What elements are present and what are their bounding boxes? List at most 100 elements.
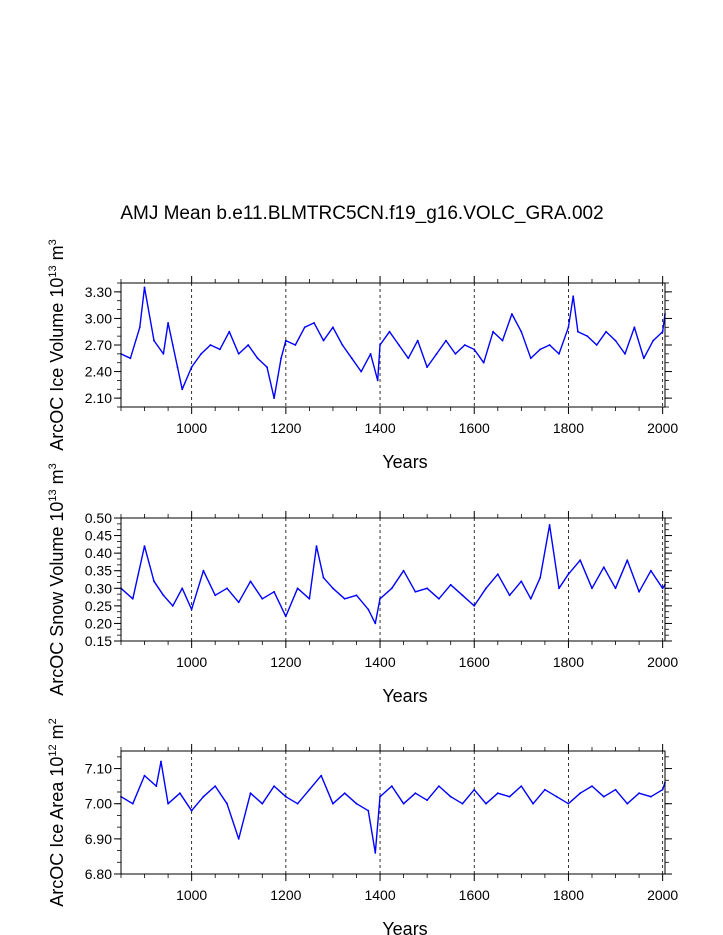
snow-volume-data-point: [308, 597, 311, 600]
ice-volume-series-line: [120, 286, 666, 399]
snow-volume-data-point: [237, 601, 240, 604]
snow-volume-data-point: [261, 597, 264, 600]
snow-volume-ytick-label-0.20: 0.20: [85, 615, 112, 631]
ice-volume-data-point: [614, 339, 617, 342]
ice-area-data-point: [179, 792, 181, 795]
ice-area-data-point: [520, 785, 523, 787]
snow-volume-xtick-label-2000: 2000: [647, 654, 678, 670]
ice-volume-y-axis-label: ArcOC Ice Volume 1013 m3: [47, 239, 67, 450]
snow-volume-series-line: [120, 524, 666, 625]
ice-volume-xtick-label-2000: 2000: [647, 420, 678, 436]
ice-area-data-point: [226, 802, 228, 805]
ice-volume-ytick-label-2.10: 2.10: [85, 390, 112, 406]
ice-volume-data-point: [322, 339, 325, 342]
ice-area-data-point: [284, 795, 287, 798]
ice-area-data-point: [626, 802, 629, 805]
ice-area-ylabel-unit: 10: [47, 757, 67, 777]
ice-area-data-point: [426, 799, 428, 802]
snow-volume-data-point: [379, 597, 381, 600]
snow-volume-ylabel-unit: 10: [47, 502, 67, 522]
ice-area-ylabel-unit-tail: m: [47, 724, 67, 739]
snow-volume-data-point: [473, 605, 476, 607]
snow-volume-data-point: [626, 559, 629, 562]
ice-volume-data-point: [138, 326, 141, 329]
ice-volume-plot-frame: [120, 282, 666, 408]
snow-volume-data-point: [602, 566, 605, 569]
ice-area-xtick-label-1000: 1000: [176, 887, 207, 903]
ice-area-data-point: [496, 792, 499, 795]
snow-volume-data-point: [650, 569, 652, 572]
ice-volume-data-point: [237, 353, 240, 355]
ice-volume-data-point: [605, 330, 607, 333]
ice-volume-xtick-label-1800: 1800: [553, 420, 584, 436]
ice-volume-data-point: [624, 353, 626, 355]
snow-volume-data-point: [567, 573, 570, 576]
snow-volume-data-point: [322, 576, 325, 579]
snow-volume-data-point: [558, 587, 560, 590]
ice-volume-data-point: [595, 344, 598, 346]
ice-area-data-point: [567, 802, 570, 805]
ice-area-data-point: [661, 788, 664, 791]
snow-volume-xtick-label-1600: 1600: [459, 654, 490, 670]
snow-volume-data-point: [638, 590, 640, 593]
snow-volume-data-point: [508, 594, 511, 597]
ice-volume-ylabel-unit: 10: [47, 278, 67, 298]
ice-area-data-point: [449, 795, 452, 798]
snow-volume-data-point: [162, 594, 165, 597]
ice-volume-data-point: [501, 339, 504, 342]
ice-area-data-point: [591, 785, 593, 787]
ice-volume-data-point: [143, 286, 146, 289]
ice-area-data-point: [379, 795, 381, 798]
snow-volume-data-point: [529, 597, 532, 600]
snow-volume-data-point: [153, 580, 155, 583]
ice-volume-data-point: [167, 322, 170, 324]
ice-volume-data-point: [176, 366, 179, 368]
ice-area-data-point: [202, 795, 205, 798]
ice-volume-data-point: [256, 357, 259, 360]
snow-volume-ytick-label-0.35: 0.35: [85, 563, 112, 579]
snow-volume-ytick-label-0.25: 0.25: [85, 598, 112, 614]
ice-volume-data-point: [426, 366, 428, 368]
ice-area-ytick-label-6.80: 6.80: [85, 866, 112, 882]
panel-ice-volume: 1000 1200 1400 1600 1800 2000 2.10 2.40 2.70 3.00…: [47, 239, 678, 472]
ice-area-data-point: [343, 792, 346, 795]
ice-area-data-point: [160, 760, 162, 763]
snow-volume-data-point: [296, 587, 299, 590]
ice-volume-data-point: [642, 357, 645, 360]
ice-volume-ytick-label-3.30: 3.30: [85, 284, 112, 300]
ice-area-data-point: [143, 774, 146, 777]
ice-area-data-point: [602, 795, 605, 798]
snow-volume-data-point: [181, 587, 184, 590]
snow-volume-data-point: [539, 576, 542, 579]
ice-volume-data-point: [280, 357, 282, 360]
snow-volume-data-point: [426, 587, 428, 590]
ice-volume-data-point: [539, 348, 542, 351]
snow-volume-data-point: [614, 587, 617, 590]
ice-volume-data-point: [313, 322, 315, 324]
ice-volume-ylabel-unit-exp: 13: [47, 265, 59, 277]
ice-area-data-point: [402, 802, 405, 805]
ice-area-data-point: [555, 795, 558, 798]
ice-volume-data-point: [572, 295, 575, 298]
ice-volume-data-point: [273, 397, 275, 399]
ice-area-ytick-label-7.00: 7.00: [85, 796, 112, 812]
ice-volume-data-point: [388, 330, 391, 333]
snow-volume-data-point: [548, 524, 551, 526]
snow-volume-data-point: [520, 580, 523, 583]
ice-volume-xtick-label-1200: 1200: [270, 420, 301, 436]
ice-volume-data-point: [294, 344, 297, 346]
ice-area-xtick-label-2000: 2000: [647, 887, 678, 903]
snow-volume-data-point: [315, 545, 318, 547]
ice-volume-data-point: [190, 366, 193, 368]
snow-volume-data-point: [367, 608, 370, 611]
ice-volume-xtick-label-1600: 1600: [459, 420, 490, 436]
ice-area-data-point: [638, 792, 640, 795]
ice-volume-data-point: [181, 388, 184, 391]
ice-area-data-point: [374, 852, 377, 854]
ice-volume-data-point: [379, 344, 381, 346]
chart-title: AMJ Mean b.e11.BLMTRC5CN.f19_g16.VOLC_GR…: [120, 203, 603, 224]
ice-volume-data-point: [529, 357, 532, 360]
snow-volume-data-point: [190, 608, 193, 611]
ice-area-data-point: [190, 809, 193, 812]
